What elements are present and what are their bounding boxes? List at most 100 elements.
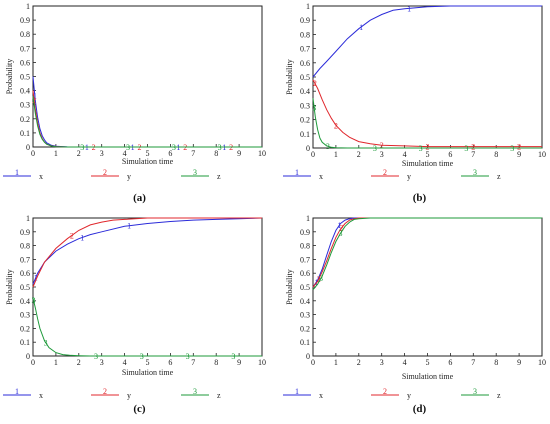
panel-label: (c) xyxy=(133,403,146,415)
x-axis-label: Simulation time xyxy=(402,159,454,168)
series-line-y xyxy=(312,79,542,148)
y-tick-label: 0.6 xyxy=(300,269,310,278)
chart-panel-b: 00.10.20.30.40.50.60.70.80.910 1 2 3 4 5 6 7 8 9 1… xyxy=(283,2,546,204)
y-tick-label: 0.9 xyxy=(20,16,30,25)
y-tick-label: 0.6 xyxy=(20,269,30,278)
x-tick-label: 4 xyxy=(123,358,127,367)
legend-label-x: x xyxy=(39,172,43,181)
y-tick-label: 0.2 xyxy=(300,324,310,333)
y-tick-label: 0 xyxy=(26,352,30,361)
x-tick-label: 0 xyxy=(31,358,35,367)
x-tick-label: 6 xyxy=(168,149,172,158)
y-tick-label: 0.7 xyxy=(300,255,310,264)
y-tick-label: 0.3 xyxy=(20,101,30,110)
x-tick-label: 9 xyxy=(237,358,241,367)
plot-frame xyxy=(32,5,263,148)
panel-label: (b) xyxy=(413,192,427,204)
series-marker-z: 3 xyxy=(419,144,423,153)
x-tick-label: 7 xyxy=(191,358,195,367)
y-tick-label: 1 xyxy=(26,214,30,223)
x-tick-label: 3 xyxy=(100,358,104,367)
y-axis-label: Probability xyxy=(5,59,14,95)
series-marker-y: 2 xyxy=(334,121,338,130)
series-marker-x: 1 xyxy=(337,221,341,230)
series-line-z xyxy=(32,297,262,357)
chart-panel-a: 00.10.20.30.40.50.60.70.80.910 1 2 3 4 5 6 7 8 9 1… xyxy=(3,2,266,204)
legend-marker-y: 2 xyxy=(103,168,107,177)
series-marker-x: 1 xyxy=(127,222,131,231)
x-tick-label: 2 xyxy=(77,149,81,158)
series-marker-z: 3 xyxy=(94,352,98,361)
x-tick-label: 5 xyxy=(426,150,430,159)
y-tick-label: 0.8 xyxy=(300,242,310,251)
x-tick-label: 0 xyxy=(311,150,315,159)
x-tick-label: 10 xyxy=(258,149,266,158)
legend-label-z: z xyxy=(497,391,501,400)
x-axis-label: Simulation time xyxy=(122,368,174,377)
y-tick-label: 0.8 xyxy=(20,30,30,39)
x-tick-label: 2 xyxy=(357,358,361,367)
x-tick-label: 0 xyxy=(311,358,315,367)
y-tick-label: 0.2 xyxy=(300,116,310,125)
series-marker-z: 3 xyxy=(80,143,84,152)
y-tick-label: 0.4 xyxy=(300,297,310,306)
series-marker-y: 2 xyxy=(70,231,74,240)
series-marker-z: 3 xyxy=(312,104,316,113)
y-tick-label: 0.5 xyxy=(300,283,310,292)
series-marker-y: 2 xyxy=(517,143,521,152)
x-tick-label: 10 xyxy=(538,358,546,367)
x-tick-label: 4 xyxy=(403,358,407,367)
series-marker-z: 3 xyxy=(126,143,130,152)
legend-label-y: y xyxy=(127,391,131,400)
x-tick-label: 5 xyxy=(146,149,150,158)
y-tick-label: 0.1 xyxy=(300,130,310,139)
y-tick-label: 0.5 xyxy=(20,283,30,292)
y-tick-label: 0.4 xyxy=(20,87,30,96)
chart-panel-d: 00.10.20.30.40.50.60.70.80.910 1 2 3 4 5 6 7 8 9 1… xyxy=(283,214,546,415)
series-line-y xyxy=(32,217,262,288)
x-tick-label: 7 xyxy=(191,149,195,158)
series-line-z xyxy=(312,217,542,291)
x-tick-label: 9 xyxy=(237,149,241,158)
series-line-x xyxy=(312,5,542,78)
y-tick-label: 1 xyxy=(306,214,310,223)
legend-marker-z: 3 xyxy=(193,387,197,396)
series-marker-y: 2 xyxy=(317,275,321,284)
x-tick-label: 4 xyxy=(403,150,407,159)
y-tick-label: 0.7 xyxy=(20,44,30,53)
y-tick-label: 0 xyxy=(306,352,310,361)
y-tick-label: 0.5 xyxy=(20,73,30,82)
series-line-y xyxy=(312,217,542,288)
x-tick-label: 1 xyxy=(334,358,338,367)
legend-marker-z: 3 xyxy=(473,168,477,177)
series-marker-z: 3 xyxy=(231,352,235,361)
legend-label-z: z xyxy=(217,172,221,181)
series-marker-x: 1 xyxy=(80,233,84,242)
x-tick-label: 4 xyxy=(123,149,127,158)
legend-marker-x: 1 xyxy=(15,387,19,396)
plot-frame xyxy=(312,5,543,149)
legend-marker-z: 3 xyxy=(193,168,197,177)
legend-label-z: z xyxy=(497,172,501,181)
y-tick-label: 0.5 xyxy=(300,73,310,82)
legend-marker-x: 1 xyxy=(295,387,299,396)
y-tick-label: 0.8 xyxy=(20,242,30,251)
y-tick-label: 0.8 xyxy=(300,30,310,39)
y-axis-label: Probability xyxy=(285,59,294,95)
legend-marker-x: 1 xyxy=(15,168,19,177)
y-tick-label: 0.3 xyxy=(300,311,310,320)
x-tick-label: 2 xyxy=(357,150,361,159)
y-tick-label: 0.9 xyxy=(20,228,30,237)
y-tick-label: 0.6 xyxy=(20,58,30,67)
x-tick-label: 6 xyxy=(448,150,452,159)
x-tick-label: 0 xyxy=(31,149,35,158)
x-tick-label: 6 xyxy=(448,358,452,367)
series-marker-z: 3 xyxy=(373,144,377,153)
x-tick-label: 9 xyxy=(517,150,521,159)
y-axis-label: Probability xyxy=(5,269,14,305)
y-tick-label: 0.2 xyxy=(20,324,30,333)
x-tick-label: 7 xyxy=(471,358,475,367)
y-tick-label: 0.9 xyxy=(300,16,310,25)
y-tick-label: 0.4 xyxy=(300,87,310,96)
panel-label: (a) xyxy=(133,192,146,204)
